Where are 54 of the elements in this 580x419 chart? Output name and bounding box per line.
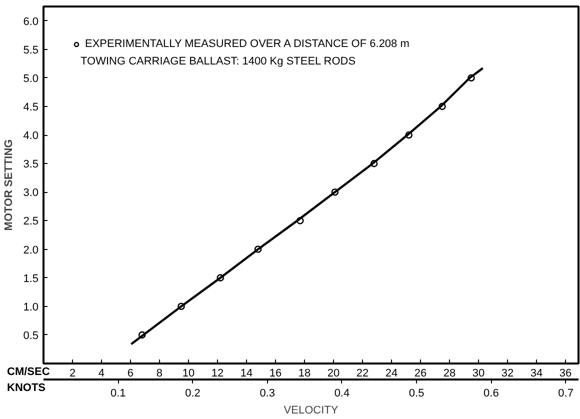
point (254, 246, 262, 253)
x2-tick-label: 0.2 (185, 388, 200, 400)
point (138, 331, 146, 339)
x-tick-label: 18 (298, 368, 311, 380)
x-tick-label: 2 (69, 368, 76, 380)
x-tick-label: 14 (240, 368, 253, 380)
x-tick-label: 8 (156, 368, 163, 380)
x2-tick-label: 0.1 (110, 388, 126, 400)
point (468, 74, 475, 82)
x-tick-label: 34 (530, 368, 543, 380)
y-tick-label: 3.5 (23, 158, 39, 171)
x2-tick-label: 0.5 (408, 388, 424, 400)
x-tick-label: 16 (269, 368, 282, 380)
x2-tick-label: 0.6 (484, 388, 499, 400)
y-tick-label: 4.5 (23, 101, 39, 114)
x-tick-label: 6 (127, 368, 134, 380)
legend-label: EXPERIMENTALLY MEASURED OVER A DISTANCE OF 6.208 m (85, 38, 410, 50)
y-tick-label: 1.0 (23, 301, 39, 314)
text: CM/SEC (7, 365, 50, 379)
point (296, 217, 304, 224)
x-tick-label: 12 (211, 368, 224, 380)
x-tick-label: 22 (356, 368, 369, 380)
x-tick-label: 36 (559, 368, 572, 380)
x-tick-label: 4 (98, 368, 105, 380)
point (178, 302, 185, 310)
x-tick-label: 32 (501, 368, 514, 380)
x-tick-label: 20 (327, 368, 340, 380)
y-axis-title: MOTOR SETTING (3, 139, 16, 231)
y-tick-label: 4.0 (23, 130, 39, 142)
y-tick-label: 6.0 (23, 16, 39, 28)
point (438, 102, 446, 110)
point (370, 160, 378, 168)
x-tick-label: 10 (182, 368, 195, 380)
annotation: TOWING CARRIAGE BALLAST: 1400 Kg STEEL RODS (80, 56, 356, 68)
x2-tick-label: 0.3 (260, 388, 275, 400)
x-axis-title: VELOCITY (284, 404, 339, 416)
x-tick-label: 30 (472, 368, 485, 380)
y-tick-label: 2.5 (23, 216, 39, 228)
point (216, 274, 224, 282)
text: KNOTS (7, 381, 46, 395)
point (331, 188, 339, 196)
x-tick-label: 26 (414, 368, 427, 380)
y-tick-label: 0.5 (23, 330, 39, 342)
y-tick-label: 1.5 (23, 272, 39, 285)
line-series (130, 67, 484, 346)
x-tick-label: 28 (443, 368, 456, 380)
y-tick-label: 5.5 (23, 44, 39, 56)
x2-tick-label: 0.7 (558, 388, 574, 400)
y-tick-label: 3.0 (23, 187, 39, 200)
x2-tick-label: 0.4 (334, 388, 350, 400)
point (405, 131, 413, 139)
y-tick-label: 5.0 (23, 72, 39, 85)
y-tick-label: 2.0 (23, 244, 39, 256)
x-tick-label: 24 (385, 368, 398, 380)
